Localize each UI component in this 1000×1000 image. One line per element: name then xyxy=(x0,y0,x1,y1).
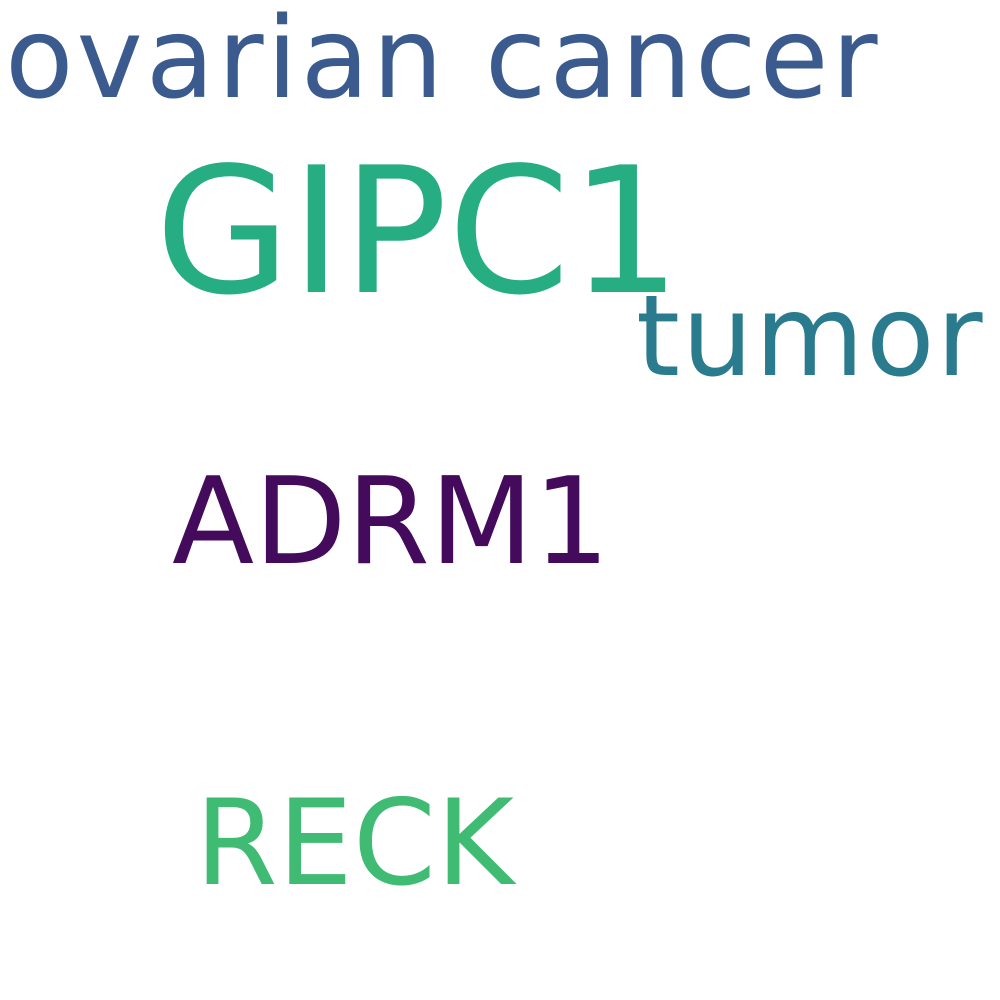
word-reck: RECK xyxy=(195,775,514,913)
word-adrm1: ADRM1 xyxy=(172,453,610,592)
word-gipc1: GIPC1 xyxy=(155,131,682,334)
word-ovarian-cancer: ovarian cancer xyxy=(5,0,881,124)
word-tumor: tumor xyxy=(636,272,985,402)
